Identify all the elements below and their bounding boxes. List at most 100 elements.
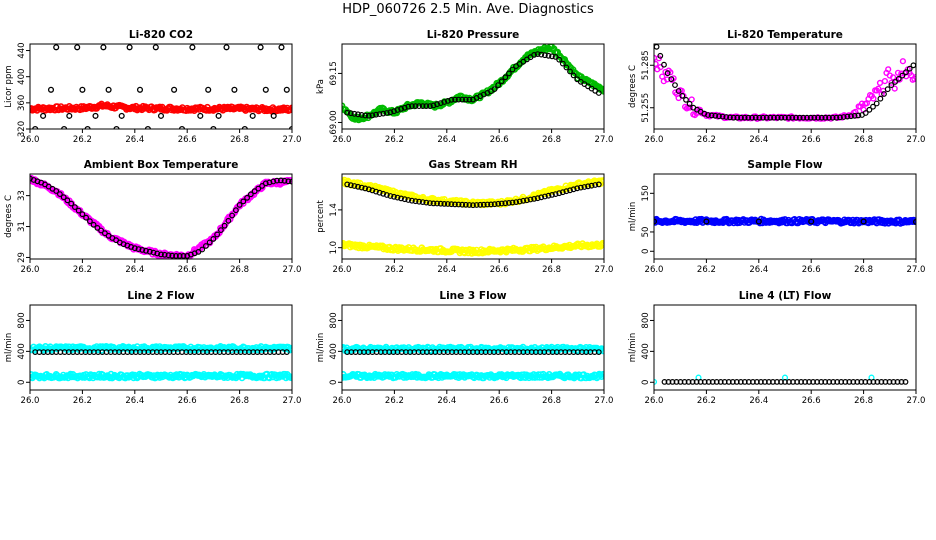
data-point	[484, 201, 491, 208]
panel-title: Li-820 Temperature	[727, 29, 843, 41]
data-layer	[30, 342, 292, 382]
data-point	[837, 114, 843, 121]
series-raw	[654, 215, 916, 227]
data-point	[855, 112, 862, 119]
data-point	[899, 72, 906, 79]
x-tick-label: 26.6	[178, 265, 197, 275]
data-point	[881, 91, 887, 97]
data-point	[506, 199, 512, 206]
data-point	[171, 86, 178, 93]
series-raw-lower	[30, 370, 292, 382]
data-point	[466, 202, 473, 208]
x-tick-label: 26.8	[230, 135, 249, 145]
data-point	[498, 78, 505, 85]
x-tick-label: 27.0	[283, 396, 302, 406]
data-point	[552, 54, 559, 60]
data-point	[387, 109, 394, 116]
data-point	[703, 218, 710, 225]
data-point	[139, 246, 146, 253]
data-point	[373, 188, 379, 195]
data-point	[491, 86, 498, 92]
y-tick-label: 1.0	[329, 241, 339, 255]
data-point	[556, 56, 563, 63]
data-point	[705, 112, 711, 118]
data-point	[173, 252, 179, 259]
data-point	[785, 114, 792, 121]
panel-title: Line 4 (LT) Flow	[739, 290, 832, 302]
data-point	[285, 178, 292, 185]
data-point	[401, 104, 408, 111]
data-point	[818, 114, 825, 121]
data-layer	[654, 44, 916, 123]
data-point	[427, 103, 433, 109]
x-tick-label: 27.0	[283, 135, 302, 145]
x-tick-label: 26.0	[21, 396, 40, 406]
data-point	[730, 114, 737, 121]
data-point	[462, 201, 469, 208]
data-point	[570, 186, 577, 193]
y-axis-label: degrees C	[4, 195, 14, 238]
panel-title: Li-820 CO2	[129, 29, 193, 41]
data-point	[756, 114, 763, 121]
data-point	[679, 92, 686, 99]
x-tick-label: 26.6	[178, 135, 197, 145]
data-layer	[342, 176, 604, 257]
data-point	[257, 44, 264, 51]
data-point	[232, 207, 239, 214]
series-2-5-min-ave	[344, 349, 602, 356]
panel-1: Li-820 Pressure kPa 26.0 26.2 26.4 26.6 26.8 27…	[316, 29, 613, 145]
data-point	[881, 77, 889, 85]
data-point	[53, 44, 60, 51]
data-point	[262, 180, 269, 187]
data-point	[362, 112, 369, 119]
data-layer	[30, 44, 292, 129]
y-axis-label: degrees C	[628, 65, 638, 108]
data-point	[749, 114, 755, 121]
data-point	[430, 200, 437, 207]
data-point	[90, 221, 97, 228]
data-point	[527, 196, 534, 203]
data-point	[176, 252, 183, 259]
x-tick-label: 26.8	[854, 135, 873, 145]
data-point	[899, 58, 907, 65]
data-point	[502, 74, 509, 81]
data-point	[92, 112, 99, 119]
data-point	[534, 195, 541, 202]
data-point	[409, 197, 415, 204]
data-point	[383, 110, 390, 116]
data-point	[347, 110, 354, 117]
data-point	[158, 251, 164, 258]
x-tick-label: 26.8	[854, 396, 873, 406]
data-point	[771, 114, 777, 121]
data-point	[437, 100, 444, 106]
x-tick-label: 26.6	[802, 135, 821, 145]
series-raw	[30, 174, 292, 259]
data-point	[355, 111, 361, 118]
x-tick-label: 26.4	[125, 265, 144, 275]
data-point	[391, 193, 397, 200]
data-point	[387, 193, 394, 199]
data-point	[365, 112, 372, 119]
data-point	[405, 103, 412, 110]
data-point	[903, 69, 909, 76]
x-tick-label: 27.0	[283, 265, 302, 275]
data-point	[240, 198, 247, 205]
data-point	[588, 182, 595, 189]
y-tick-label: 51.255	[641, 93, 651, 123]
data-point	[274, 177, 280, 184]
data-point	[657, 52, 664, 59]
data-point	[654, 44, 660, 50]
data-point	[53, 188, 60, 194]
data-layer	[30, 174, 292, 259]
data-point	[66, 112, 73, 119]
data-point	[661, 61, 667, 68]
data-point	[808, 218, 815, 225]
data-point	[365, 186, 372, 193]
panel-8: Line 4 (LT) Flow ml/min 26.0 26.2 26.4 26.6 26…	[628, 290, 925, 406]
series-2-5-min-ave	[344, 51, 602, 119]
y-tick-label: 800	[641, 312, 651, 328]
data-point	[570, 72, 577, 79]
y-tick-label: 0	[641, 380, 651, 385]
data-point	[136, 86, 144, 93]
data-point	[552, 191, 559, 198]
